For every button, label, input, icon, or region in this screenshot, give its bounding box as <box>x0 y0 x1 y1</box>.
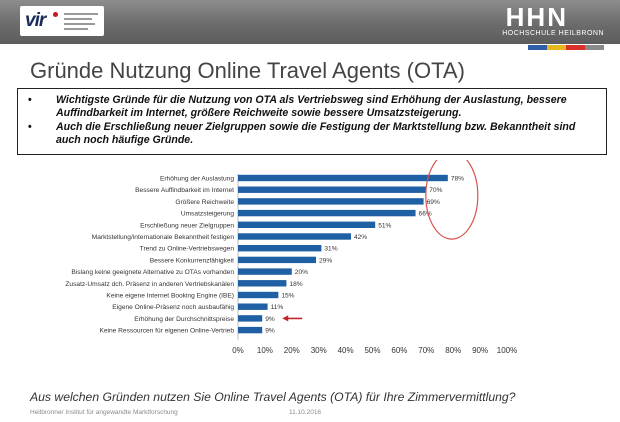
vir-logo: vir <box>20 6 104 36</box>
value-label: 42% <box>354 234 367 241</box>
category-label: Erhöhung der Auslastung <box>160 176 234 183</box>
data-bar <box>238 280 287 287</box>
category-label: Keine Ressourcen für eigenen Online-Vert… <box>99 328 234 335</box>
x-tick-label: 20% <box>284 346 300 355</box>
category-label: Bessere Auffindbarkeit im Internet <box>135 187 234 194</box>
vir-logo-text: vir <box>25 10 46 31</box>
logo-dot-icon <box>53 12 58 17</box>
data-bar <box>238 326 263 334</box>
hhn-subtitle: HOCHSCHULE HEILBRONN <box>502 30 604 37</box>
logo-text-lines-icon <box>64 13 98 33</box>
value-label: 18% <box>289 281 302 288</box>
x-tick-label: 50% <box>364 346 380 355</box>
data-bar <box>238 233 351 240</box>
x-tick-label: 70% <box>418 346 434 355</box>
data-bar <box>238 174 448 182</box>
category-label: Umsatzsteigerung <box>181 211 234 218</box>
data-bar <box>238 256 317 264</box>
value-label: 29% <box>319 257 332 264</box>
value-label: 70% <box>429 187 442 194</box>
strip-blue <box>528 45 547 50</box>
value-label: 20% <box>295 269 308 276</box>
data-bar <box>238 303 268 310</box>
bar-chart: Erhöhung der Auslastung 78% Bessere Auffin… <box>65 160 517 355</box>
x-tick-label: 0% <box>232 346 244 355</box>
value-label: 9% <box>265 316 275 323</box>
summary-bullet: • Auch die Erschließung neuer Zielgruppen… <box>28 121 576 146</box>
data-bar <box>238 209 416 217</box>
strip-yellow <box>547 45 566 50</box>
category-label: Zusatz-Umsatz dch. Präsenz in anderen Ve… <box>65 281 234 288</box>
value-label: 78% <box>451 176 464 183</box>
strip-red <box>566 45 585 50</box>
summary-bullet-text: Auch die Erschließung neuer Zielgruppen … <box>56 121 576 146</box>
survey-question: Aus welchen Gründen nutzen Sie Online Tr… <box>30 390 516 404</box>
page-title: Gründe Nutzung Online Travel Agents (OTA… <box>30 58 465 83</box>
value-label: 51% <box>378 222 391 229</box>
arrow-head-icon <box>282 315 289 322</box>
category-label: Eigene Online-Präsenz noch ausbaufähig <box>112 304 234 311</box>
value-label: 69% <box>427 199 440 206</box>
value-label: 11% <box>271 304 284 311</box>
x-tick-label: 100% <box>497 346 517 355</box>
category-label: Trend zu Online-Vertriebswegen <box>140 246 235 253</box>
category-label: Bessere Konkurrenzfähigkeit <box>150 257 234 264</box>
category-label: Marktstellung/internationale Bekanntheit… <box>92 234 235 241</box>
value-label: 15% <box>281 293 294 300</box>
x-tick-label: 90% <box>472 346 488 355</box>
data-bar <box>238 198 424 205</box>
x-tick-label: 80% <box>445 346 461 355</box>
summary-bullet-text: Wichtigste Gründe für die Nutzung von OT… <box>56 94 567 119</box>
data-bar <box>238 186 427 193</box>
x-tick-label: 30% <box>311 346 327 355</box>
strip-grey <box>585 45 604 50</box>
x-tick-label: 40% <box>338 346 354 355</box>
category-label: Bislang keine geeignete Alternative zu O… <box>71 269 234 276</box>
x-tick-label: 10% <box>257 346 273 355</box>
data-bar <box>238 291 279 299</box>
value-label: 66% <box>419 211 432 218</box>
category-label: Keine eigene Internet Booking Engine (IB… <box>106 293 234 300</box>
category-label: Größere Reichweite <box>175 199 234 206</box>
color-strip <box>528 45 604 50</box>
data-bar <box>238 221 376 228</box>
value-label: 9% <box>265 328 275 335</box>
summary-bullet: • Wichtigste Gründe für die Nutzung von O… <box>28 94 567 119</box>
highlight-ellipse <box>425 160 479 240</box>
category-label: Erhöhung der Durchschnittspreise <box>134 316 234 323</box>
data-bar <box>238 245 322 252</box>
hhn-logo: HHN <box>505 2 568 32</box>
summary-box: • Wichtigste Gründe für die Nutzung von O… <box>17 88 607 155</box>
data-bar <box>238 315 263 322</box>
header-bar: vir HHN HOCHSCHULE HEILBRONN <box>0 0 620 44</box>
value-label: 31% <box>324 246 337 253</box>
data-bar <box>238 268 292 275</box>
footer-date: 11.10.2016 <box>289 409 322 416</box>
category-label: Erschließung neuer Zielgruppen <box>140 222 234 229</box>
x-tick-label: 60% <box>391 346 407 355</box>
footer-institute: Heilbronner Institut für angewandte Mark… <box>30 409 178 416</box>
